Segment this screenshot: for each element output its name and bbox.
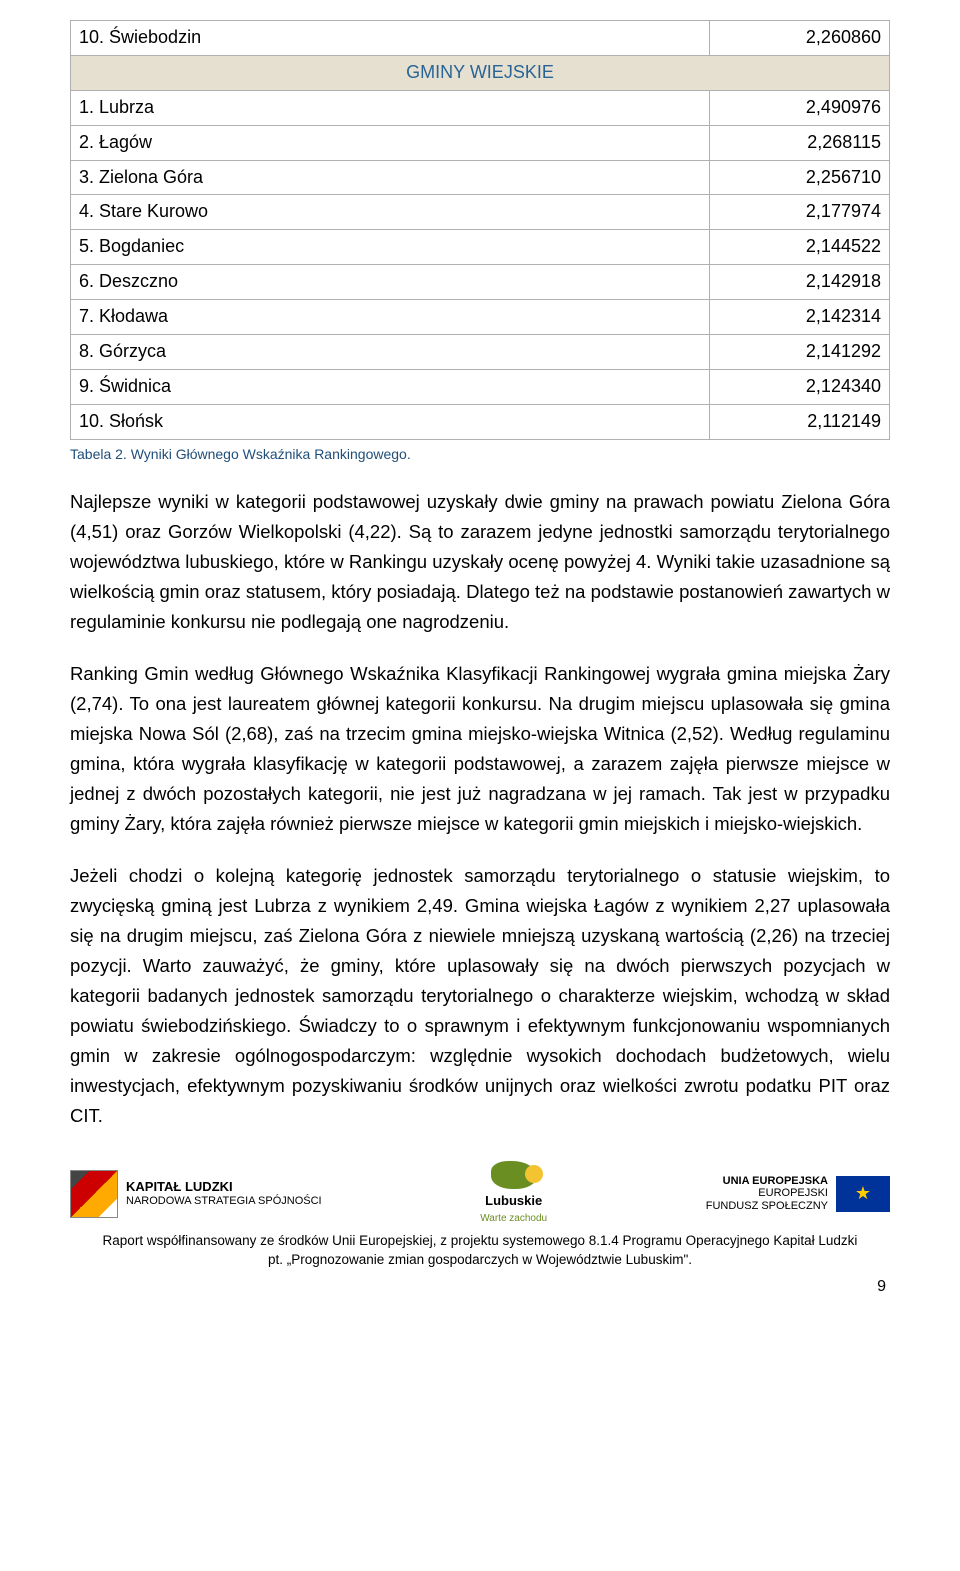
row-value: 2,141292 bbox=[710, 335, 890, 370]
table-row: 9. Świdnica2,124340 bbox=[71, 369, 890, 404]
eu-sub1: EUROPEJSKI bbox=[706, 1187, 828, 1200]
eu-title: UNIA EUROPEJSKA bbox=[706, 1175, 828, 1188]
row-label: 10. Świebodzin bbox=[71, 21, 710, 56]
eu-sub2: FUNDUSZ SPOŁECZNY bbox=[706, 1200, 828, 1213]
logo-lubuskie: Lubuskie Warte zachodu bbox=[480, 1161, 547, 1227]
table-row: 2. Łagów2,268115 bbox=[71, 125, 890, 160]
paragraph-1: Najlepsze wyniki w kategorii podstawowej… bbox=[70, 487, 890, 637]
lubuskie-sub: Warte zachodu bbox=[480, 1211, 547, 1227]
table-row: 6. Deszczno2,142918 bbox=[71, 265, 890, 300]
table-row: 7. Kłodawa2,142314 bbox=[71, 300, 890, 335]
row-value: 2,142918 bbox=[710, 265, 890, 300]
section-header: GMINY WIEJSKIE bbox=[71, 55, 890, 90]
row-label: 3. Zielona Góra bbox=[71, 160, 710, 195]
logo-kapital-ludzki: KAPITAŁ LUDZKI NARODOWA STRATEGIA SPÓJNO… bbox=[70, 1170, 322, 1218]
row-value: 2,144522 bbox=[710, 230, 890, 265]
table-row: 8. Górzyca2,141292 bbox=[71, 335, 890, 370]
row-label: 2. Łagów bbox=[71, 125, 710, 160]
row-value: 2,268115 bbox=[710, 125, 890, 160]
row-value: 2,124340 bbox=[710, 369, 890, 404]
row-label: 9. Świdnica bbox=[71, 369, 710, 404]
kapital-title: KAPITAŁ LUDZKI bbox=[126, 1180, 322, 1195]
row-value: 2,177974 bbox=[710, 195, 890, 230]
lubuskie-title: Lubuskie bbox=[480, 1191, 547, 1211]
row-label: 7. Kłodawa bbox=[71, 300, 710, 335]
table-row: 3. Zielona Góra2,256710 bbox=[71, 160, 890, 195]
paragraph-3: Jeżeli chodzi o kolejną kategorię jednos… bbox=[70, 861, 890, 1131]
table-row: 10. Świebodzin2,260860 bbox=[71, 21, 890, 56]
row-label: 4. Stare Kurowo bbox=[71, 195, 710, 230]
footer-text: Raport współfinansowany ze środków Unii … bbox=[70, 1232, 890, 1268]
logo-eu: UNIA EUROPEJSKA EUROPEJSKI FUNDUSZ SPOŁE… bbox=[706, 1175, 890, 1213]
table-row: 1. Lubrza2,490976 bbox=[71, 90, 890, 125]
row-label: 5. Bogdaniec bbox=[71, 230, 710, 265]
row-label: 1. Lubrza bbox=[71, 90, 710, 125]
ranking-table: 10. Świebodzin2,260860GMINY WIEJSKIE1. L… bbox=[70, 20, 890, 440]
row-label: 6. Deszczno bbox=[71, 265, 710, 300]
table-caption: Tabela 2. Wyniki Głównego Wskaźnika Rank… bbox=[70, 444, 890, 466]
row-value: 2,256710 bbox=[710, 160, 890, 195]
row-value: 2,260860 bbox=[710, 21, 890, 56]
logo-row: KAPITAŁ LUDZKI NARODOWA STRATEGIA SPÓJNO… bbox=[70, 1161, 890, 1227]
page-number: 9 bbox=[70, 1275, 890, 1300]
row-value: 2,112149 bbox=[710, 404, 890, 439]
row-label: 8. Górzyca bbox=[71, 335, 710, 370]
table-row: 10. Słońsk2,112149 bbox=[71, 404, 890, 439]
eu-flag-icon: ★ bbox=[836, 1176, 890, 1212]
paragraph-2: Ranking Gmin według Głównego Wskaźnika K… bbox=[70, 659, 890, 839]
row-value: 2,490976 bbox=[710, 90, 890, 125]
footer: KAPITAŁ LUDZKI NARODOWA STRATEGIA SPÓJNO… bbox=[70, 1161, 890, 1300]
row-label: 10. Słońsk bbox=[71, 404, 710, 439]
footer-line2: pt. „Prognozowanie zmian gospodarczych w… bbox=[268, 1252, 692, 1267]
table-row: 5. Bogdaniec2,144522 bbox=[71, 230, 890, 265]
kapital-sub: NARODOWA STRATEGIA SPÓJNOŚCI bbox=[126, 1195, 322, 1208]
footer-line1: Raport współfinansowany ze środków Unii … bbox=[103, 1233, 858, 1248]
row-value: 2,142314 bbox=[710, 300, 890, 335]
kapital-icon bbox=[70, 1170, 118, 1218]
table-row: 4. Stare Kurowo2,177974 bbox=[71, 195, 890, 230]
lubuskie-icon bbox=[491, 1161, 537, 1189]
